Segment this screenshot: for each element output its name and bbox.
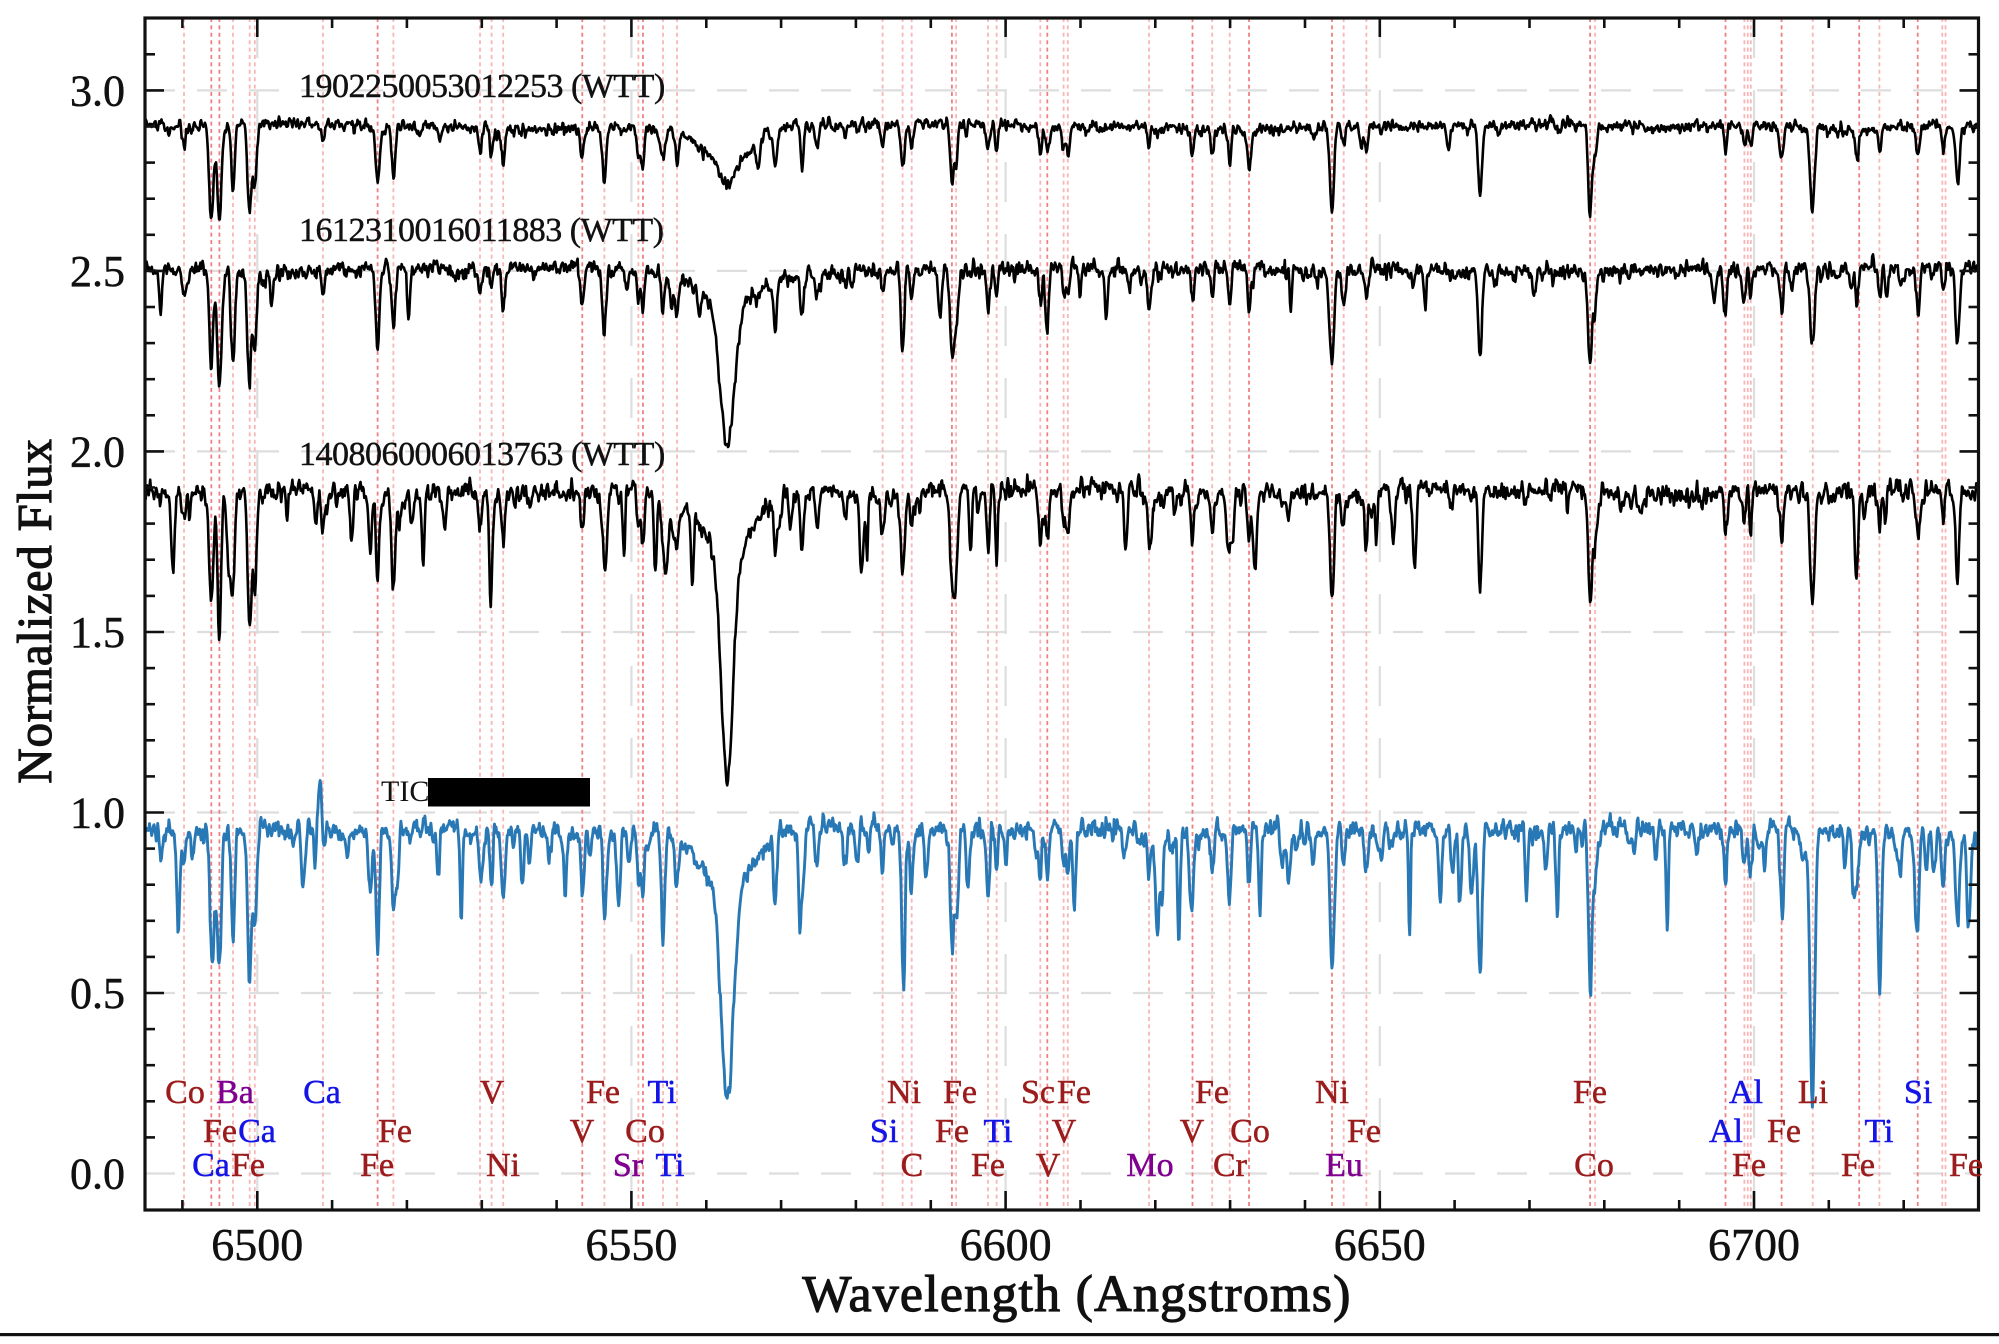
svg-text:Ca: Ca — [238, 1113, 276, 1150]
svg-text:Fe: Fe — [203, 1113, 237, 1150]
svg-text:V: V — [1052, 1113, 1077, 1150]
svg-text:1902250053012253 (WTT): 1902250053012253 (WTT) — [299, 68, 665, 105]
svg-text:Fe: Fe — [943, 1074, 977, 1111]
svg-text:Fe: Fe — [1573, 1074, 1607, 1111]
svg-text:Li: Li — [1798, 1074, 1828, 1111]
svg-text:Ti: Ti — [1864, 1113, 1893, 1150]
svg-text:Fe: Fe — [360, 1147, 394, 1184]
svg-text:Fe: Fe — [1732, 1147, 1766, 1184]
svg-text:Ti: Ti — [983, 1113, 1012, 1150]
svg-text:Fe: Fe — [935, 1113, 969, 1150]
svg-text:3.0: 3.0 — [70, 66, 125, 115]
svg-text:Co: Co — [1574, 1147, 1614, 1184]
svg-text:C: C — [901, 1147, 924, 1184]
svg-text:Fe: Fe — [231, 1147, 265, 1184]
svg-text:1.5: 1.5 — [70, 608, 125, 657]
svg-text:1408060006013763 (WTT): 1408060006013763 (WTT) — [299, 436, 665, 473]
svg-text:Si: Si — [1904, 1074, 1932, 1111]
svg-text:Al: Al — [1729, 1074, 1763, 1111]
svg-text:Co: Co — [1230, 1113, 1270, 1150]
svg-text:Cr: Cr — [1213, 1147, 1248, 1184]
svg-text:V: V — [570, 1113, 595, 1150]
svg-text:6600: 6600 — [960, 1219, 1052, 1270]
svg-text:Ni: Ni — [1315, 1074, 1349, 1111]
svg-text:Sc: Sc — [1021, 1074, 1055, 1111]
svg-text:6650: 6650 — [1334, 1219, 1426, 1270]
svg-text:6550: 6550 — [585, 1219, 677, 1270]
svg-text:Ca: Ca — [192, 1147, 230, 1184]
svg-text:Ti: Ti — [647, 1074, 676, 1111]
svg-text:2.0: 2.0 — [70, 427, 125, 476]
svg-text:0.0: 0.0 — [70, 1150, 125, 1199]
svg-text:Wavelength (Angstroms): Wavelength (Angstroms) — [802, 1266, 1351, 1323]
svg-text:Fe: Fe — [1949, 1147, 1983, 1184]
svg-text:Al: Al — [1709, 1113, 1743, 1150]
svg-text:Ba: Ba — [216, 1074, 254, 1111]
svg-text:Co: Co — [165, 1074, 205, 1111]
svg-text:2.5: 2.5 — [70, 247, 125, 296]
svg-text:Si: Si — [870, 1113, 898, 1150]
svg-text:Ca: Ca — [303, 1074, 341, 1111]
svg-text:Mo: Mo — [1126, 1147, 1173, 1184]
svg-text:Fe: Fe — [1195, 1074, 1229, 1111]
svg-text:0.5: 0.5 — [70, 969, 125, 1018]
svg-text:Fe: Fe — [1057, 1074, 1091, 1111]
svg-text:Fe: Fe — [586, 1074, 620, 1111]
svg-text:V: V — [480, 1074, 505, 1111]
svg-text:V: V — [1180, 1113, 1205, 1150]
svg-text:Eu: Eu — [1325, 1147, 1363, 1184]
svg-text:Ti: Ti — [655, 1147, 684, 1184]
svg-text:V: V — [1036, 1147, 1061, 1184]
svg-text:Ni: Ni — [887, 1074, 921, 1111]
svg-text:1.0: 1.0 — [70, 789, 125, 838]
svg-text:Co: Co — [625, 1113, 665, 1150]
svg-text:Fe: Fe — [1767, 1113, 1801, 1150]
svg-text:Fe: Fe — [1841, 1147, 1875, 1184]
svg-text:Ni: Ni — [486, 1147, 520, 1184]
svg-text:Fe: Fe — [971, 1147, 1005, 1184]
svg-text:Sr: Sr — [613, 1147, 644, 1184]
svg-text:Fe: Fe — [1347, 1113, 1381, 1150]
svg-text:6700: 6700 — [1708, 1219, 1800, 1270]
svg-text:Normalized Flux: Normalized Flux — [7, 438, 62, 783]
svg-text:1612310016011883 (WTT): 1612310016011883 (WTT) — [299, 212, 664, 249]
svg-text:TIC: TIC — [381, 775, 429, 808]
svg-text:Fe: Fe — [378, 1113, 412, 1150]
svg-text:6500: 6500 — [211, 1219, 303, 1270]
